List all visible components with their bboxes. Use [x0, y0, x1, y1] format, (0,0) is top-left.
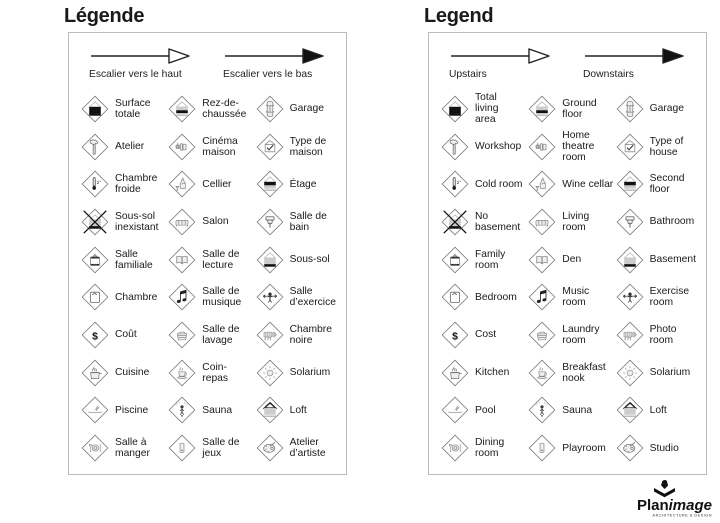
svg-text:$: $	[92, 331, 98, 342]
svg-text:$: $	[452, 331, 458, 342]
svg-text:ARCHITECTURE & DESIGN: ARCHITECTURE & DESIGN	[653, 514, 712, 518]
svg-text:2°: 2°	[97, 180, 102, 186]
svg-text:Planimage: Planimage	[637, 497, 712, 514]
svg-text:2°: 2°	[457, 180, 462, 186]
